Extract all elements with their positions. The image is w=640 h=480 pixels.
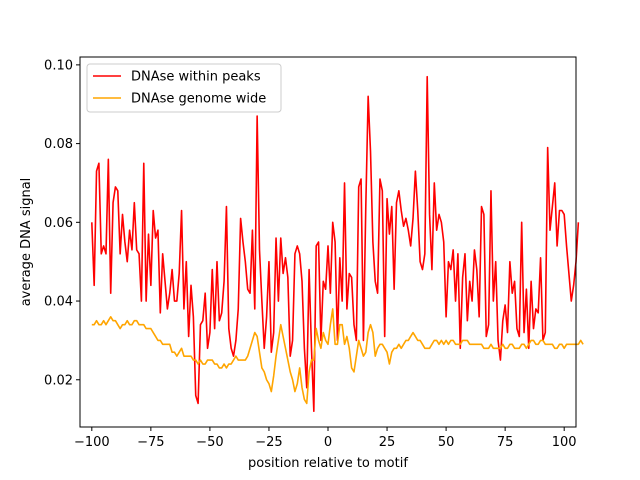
y-axis-label: average DNA signal bbox=[19, 178, 34, 307]
x-tick-label: −25 bbox=[255, 435, 282, 450]
x-tick-label: 75 bbox=[497, 435, 514, 450]
legend-box bbox=[86, 63, 282, 113]
x-tick-label: 0 bbox=[324, 435, 332, 450]
y-tick-label: 0.02 bbox=[44, 373, 73, 388]
plot-area bbox=[80, 57, 576, 427]
y-tick-label: 0.06 bbox=[44, 216, 73, 231]
x-axis-label: position relative to motif bbox=[248, 456, 408, 471]
legend: DNAse within peaks DNAse genome wide bbox=[86, 63, 282, 113]
x-tick-label: 50 bbox=[438, 435, 455, 450]
x-tick-label: −75 bbox=[137, 435, 164, 450]
x-tick-label: −50 bbox=[196, 435, 223, 450]
legend-label-dnase-within-peaks: DNAse within peaks bbox=[131, 70, 261, 85]
series-line-dnase-genome-wide bbox=[91, 308, 584, 405]
y-tick-label: 0.10 bbox=[44, 58, 73, 73]
legend-label-dnase-genome-wide: DNAse genome wide bbox=[131, 92, 266, 107]
y-tick-label: 0.08 bbox=[44, 137, 73, 152]
x-tick-label: 25 bbox=[379, 435, 396, 450]
y-axis: 0.02 0.04 0.06 0.08 0.10 bbox=[44, 58, 80, 388]
x-axis: −100 −75 −50 −25 0 25 50 75 100 bbox=[74, 427, 577, 450]
x-tick-label: −100 bbox=[74, 435, 110, 450]
y-tick-label: 0.04 bbox=[44, 295, 73, 310]
series-layer bbox=[91, 75, 584, 413]
x-tick-label: 100 bbox=[552, 435, 577, 450]
series-line-dnase-within-peaks bbox=[91, 75, 580, 413]
